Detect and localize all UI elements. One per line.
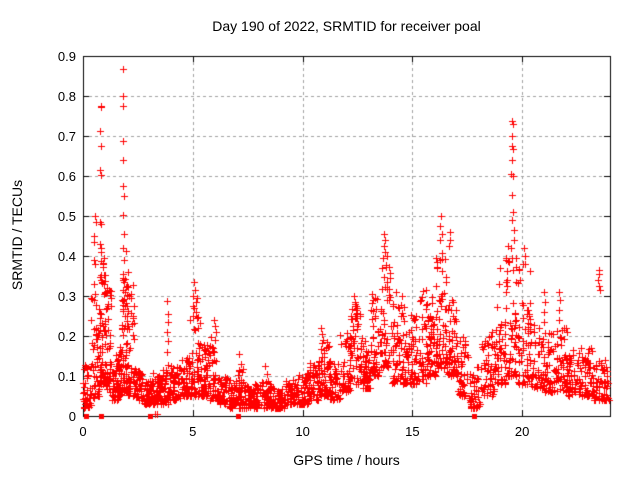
x-tick-label: 5: [189, 424, 197, 439]
chart-title: Day 190 of 2022, SRMTID for receiver poa…: [212, 18, 481, 34]
y-tick-label: 0.3: [57, 289, 76, 304]
y-tick-label: 0.4: [57, 249, 76, 264]
x-axis-label: GPS time / hours: [293, 452, 400, 468]
y-tick-label: 0.2: [57, 329, 76, 344]
y-tick-label: 0.9: [57, 49, 76, 64]
y-tick-label: 0.5: [57, 209, 76, 224]
x-tick-label: 15: [405, 424, 420, 439]
y-tick-label: 0: [68, 409, 76, 424]
y-tick-label: 0.6: [57, 169, 76, 184]
y-tick-label: 0.7: [57, 129, 76, 144]
y-tick-label: 0.1: [57, 369, 76, 384]
x-tick-label: 20: [514, 424, 530, 439]
y-axis-label: SRMTID / TECUs: [9, 179, 25, 291]
x-tick-label: 10: [295, 424, 310, 439]
x-tick-label: 0: [79, 424, 87, 439]
y-tick-label: 0.8: [57, 89, 76, 104]
